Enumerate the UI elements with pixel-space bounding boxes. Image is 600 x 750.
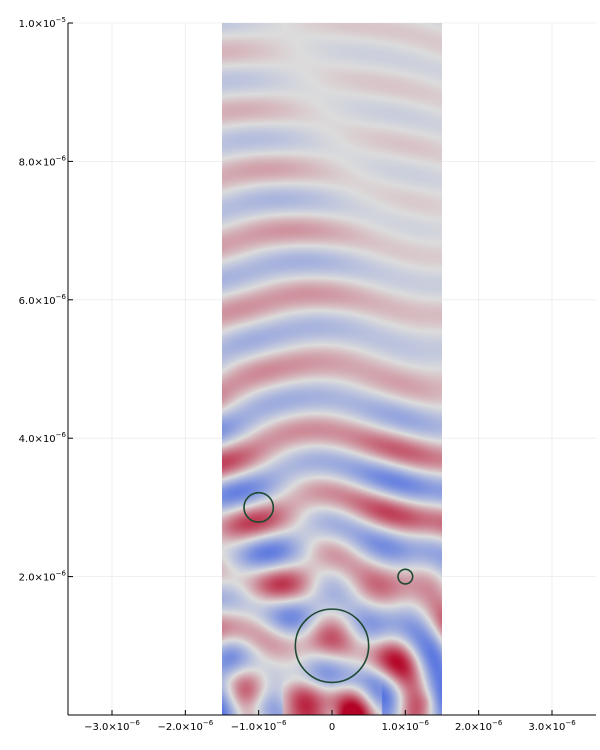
- x-tick-label: 0: [329, 722, 335, 733]
- scatterer-circle: [243, 491, 275, 523]
- x-axis-ticks: −3.0×10−6 −2.0×10−6 −1.0×10−6 0 1.0×10−6 2.0×…: [84, 710, 576, 733]
- x-tick-label: −2.0×10−6: [157, 719, 213, 733]
- scatterer-circle: [397, 568, 414, 585]
- scatterer-circle: [294, 608, 370, 684]
- x-tick-label: 1.0×10−6: [382, 719, 430, 733]
- y-tick-label: 4.0×10−6: [19, 431, 67, 445]
- y-tick-label: 8.0×10−6: [19, 154, 67, 168]
- field-image: [222, 23, 442, 715]
- y-tick-label: 2.0×10−6: [19, 570, 67, 584]
- y-axis-ticks: 2.0×10−6 4.0×10−6 6.0×10−6 8.0×10−6 1.0×10−5: [19, 16, 73, 584]
- scatterer-circles: [243, 491, 414, 684]
- x-tick-label: 3.0×10−6: [528, 719, 576, 733]
- y-tick-label: 1.0×10−5: [19, 16, 66, 30]
- x-tick-label: 2.0×10−6: [455, 719, 503, 733]
- x-tick-label: −3.0×10−6: [84, 719, 140, 733]
- x-tick-label: −1.0×10−6: [231, 719, 287, 733]
- y-tick-label: 6.0×10−6: [19, 293, 67, 307]
- wave-field-heatmap: [222, 23, 442, 715]
